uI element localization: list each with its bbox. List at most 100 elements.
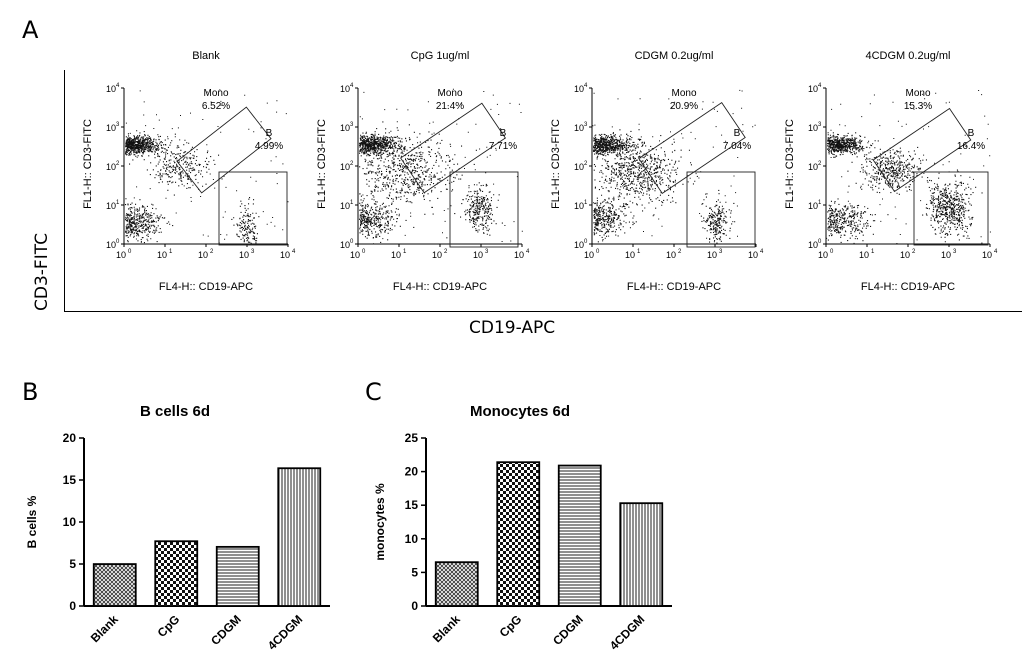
flow-y-tick-label: 10 [808, 84, 818, 94]
b-gate-label: B [500, 128, 507, 139]
flow-plot-canvas: 10 010 010 110 110 210 210 310 310 410 4Mono15.3%B… [808, 83, 998, 260]
mono-gate-label: Mono [437, 88, 462, 99]
b-cell-gate [913, 171, 989, 246]
flow-y-tick-exponent: 1 [584, 200, 588, 206]
flow-y-tick-label: 10 [340, 123, 350, 133]
mono-gate [400, 102, 506, 194]
x-tick-label: 4CDGM [607, 612, 648, 653]
flow-x-tick-label: 10 [748, 250, 758, 260]
flow-y-tick-exponent: 2 [584, 161, 588, 167]
flow-x-tick-exponent: 1 [403, 249, 407, 255]
mono-gate-value: 6.52% [202, 101, 230, 112]
y-tick-label: 20 [405, 465, 419, 479]
flow-y-tick-exponent: 4 [584, 83, 588, 89]
panel-a-frame-left [64, 70, 65, 312]
flow-x-tick-label: 10 [707, 250, 717, 260]
flow-plot: CDGM 0.2ug/ml FL4-H:: CD19-APC FL1-H:: CD3… [540, 40, 770, 300]
flow-x-tick-exponent: 3 [251, 249, 255, 255]
y-tick-label: 10 [63, 515, 77, 529]
flow-y-tick-label: 10 [808, 123, 818, 133]
flow-plot-canvas: 10 010 010 110 110 210 210 310 310 410 4Mono20.9%B… [574, 83, 764, 260]
flow-plot-canvas: 10 010 010 110 110 210 210 310 310 410 4Mono6.52%B… [106, 83, 296, 260]
flow-y-tick-exponent: 3 [116, 122, 120, 128]
bar [434, 561, 479, 607]
flow-plot: CpG 1ug/ml FL4-H:: CD19-APC FL1-H:: CD3-FI… [306, 40, 536, 300]
flow-plot-x-label: FL4-H:: CD19-APC [392, 281, 488, 293]
flow-x-tick-label: 10 [239, 250, 249, 260]
panel-a-frame-bottom [64, 311, 1022, 312]
flow-events [592, 89, 756, 244]
b-gate-value: 7.71% [489, 141, 517, 152]
flow-y-tick-label: 10 [106, 201, 116, 211]
flow-plot-canvas: 10 010 010 110 110 210 210 310 310 410 4Mono21.4%B… [340, 83, 530, 260]
flow-x-tick-label: 10 [391, 250, 401, 260]
flow-x-tick-exponent: 4 [760, 249, 764, 255]
flow-y-tick-exponent: 3 [818, 122, 822, 128]
flow-x-tick-label: 10 [941, 250, 951, 260]
flow-y-tick-exponent: 2 [818, 161, 822, 167]
flow-x-tick-exponent: 0 [128, 249, 132, 255]
flow-x-tick-label: 10 [900, 250, 910, 260]
flow-x-tick-exponent: 2 [444, 249, 448, 255]
y-tick-label: 15 [405, 498, 419, 512]
x-tick-label: CpG [497, 612, 525, 640]
y-tick-label: 5 [69, 557, 76, 571]
flow-y-tick-exponent: 4 [116, 83, 120, 89]
b-gate-label: B [734, 128, 741, 139]
flow-y-tick-label: 10 [106, 162, 116, 172]
bar [496, 461, 541, 607]
mono-gate-label: Mono [905, 88, 930, 99]
flow-x-tick-label: 10 [859, 250, 869, 260]
flow-plot: Blank FL4-H:: CD19-APC FL1-H:: CD3-FITC 10 0… [72, 40, 302, 300]
bar [92, 563, 137, 607]
flow-plot-title: Blank [192, 50, 220, 62]
x-tick-label: Blank [430, 612, 463, 645]
monocytes-bar-chart: 0 5 10 15 20 25 Blank CpG CDGM 4CDGM [405, 431, 672, 653]
flow-x-tick-exponent: 2 [912, 249, 916, 255]
mono-gate-value: 15.3% [904, 101, 932, 112]
flow-x-tick-label: 10 [625, 250, 635, 260]
y-tick-label: 0 [69, 599, 76, 613]
b-cell-gate [686, 171, 756, 248]
panel-c-letter: C [365, 378, 382, 406]
flow-y-tick-exponent: 0 [818, 239, 822, 245]
panel-a-y-axis-label: CD3-FITC [32, 233, 52, 311]
bar [557, 464, 602, 607]
flow-y-tick-exponent: 4 [350, 83, 354, 89]
flow-plot: 4CDGM 0.2ug/ml FL4-H:: CD19-APC FL1-H:: CD… [774, 40, 1004, 300]
flow-x-tick-label: 10 [818, 250, 828, 260]
flow-y-tick-label: 10 [808, 201, 818, 211]
flow-plot-x-label: FL4-H:: CD19-APC [860, 281, 956, 293]
flow-x-tick-label: 10 [116, 250, 126, 260]
flow-x-tick-exponent: 1 [169, 249, 173, 255]
flow-y-tick-label: 10 [340, 162, 350, 172]
flow-x-tick-label: 10 [280, 250, 290, 260]
panel-a-letter: A [22, 16, 39, 44]
flow-y-tick-label: 10 [574, 123, 584, 133]
flow-x-tick-exponent: 3 [485, 249, 489, 255]
flow-y-tick-exponent: 4 [818, 83, 822, 89]
flow-y-tick-label: 10 [574, 240, 584, 250]
mono-gate [872, 107, 972, 193]
flow-y-tick-exponent: 1 [818, 200, 822, 206]
b-gate-label: B [968, 128, 975, 139]
bar [619, 502, 664, 607]
x-tick-label: 4CDGM [265, 612, 306, 653]
flow-x-tick-exponent: 2 [678, 249, 682, 255]
y-tick-label: 10 [405, 532, 419, 546]
flow-y-tick-exponent: 2 [116, 161, 120, 167]
flow-x-tick-exponent: 2 [210, 249, 214, 255]
flow-events [125, 89, 289, 244]
flow-x-tick-exponent: 3 [719, 249, 723, 255]
flow-y-tick-label: 10 [106, 240, 116, 250]
y-tick-label: 15 [63, 473, 77, 487]
b-gate-value: 7.04% [723, 141, 751, 152]
bar [215, 545, 260, 607]
bar [277, 467, 322, 607]
flow-x-tick-exponent: 0 [830, 249, 834, 255]
chart-b-title: B cells 6d [140, 403, 211, 420]
flow-plot-title: 4CDGM 0.2ug/ml [865, 50, 951, 62]
flow-y-tick-exponent: 3 [350, 122, 354, 128]
chart-c-title: Monocytes 6d [470, 403, 571, 420]
mono-gate [176, 106, 272, 194]
